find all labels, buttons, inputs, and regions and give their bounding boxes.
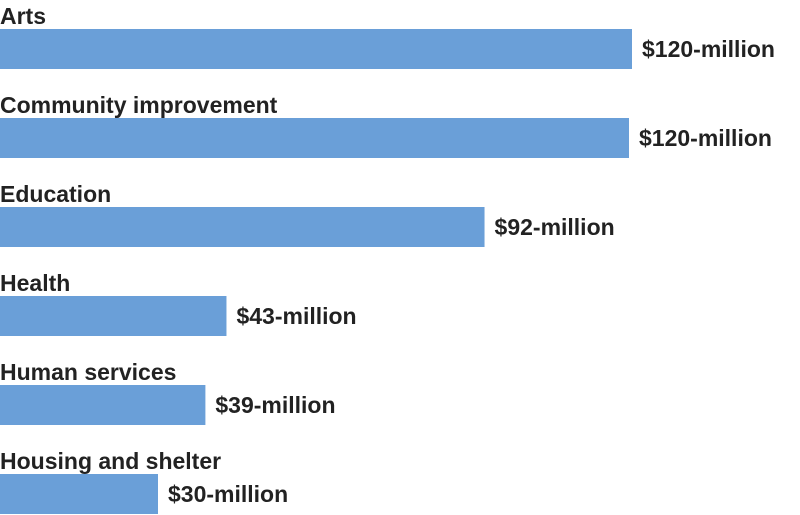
bar-row-1: Community improvement $120-million <box>0 92 772 158</box>
bar-row-0: Arts $120-million <box>0 3 775 69</box>
bar-row-5: Housing and shelter $30-million <box>0 448 288 514</box>
category-label: Health <box>0 270 70 296</box>
value-label: $43-million <box>236 303 356 329</box>
bar <box>0 296 227 336</box>
bar <box>0 385 206 425</box>
bar-row-3: Health $43-million <box>0 270 357 336</box>
value-label: $30-million <box>168 481 288 507</box>
value-label: $92-million <box>495 214 615 240</box>
value-label: $120-million <box>639 125 772 151</box>
bar <box>0 207 485 247</box>
bar <box>0 118 629 158</box>
value-label: $120-million <box>642 36 775 62</box>
category-label: Arts <box>0 3 46 29</box>
category-label: Human services <box>0 359 176 385</box>
bar-row-4: Human services $39-million <box>0 359 336 425</box>
bar-row-2: Education $92-million <box>0 181 615 247</box>
bar <box>0 474 158 514</box>
value-label: $39-million <box>215 392 335 418</box>
bar <box>0 29 632 69</box>
category-label: Housing and shelter <box>0 448 221 474</box>
category-label: Education <box>0 181 111 207</box>
category-label: Community improvement <box>0 92 278 118</box>
